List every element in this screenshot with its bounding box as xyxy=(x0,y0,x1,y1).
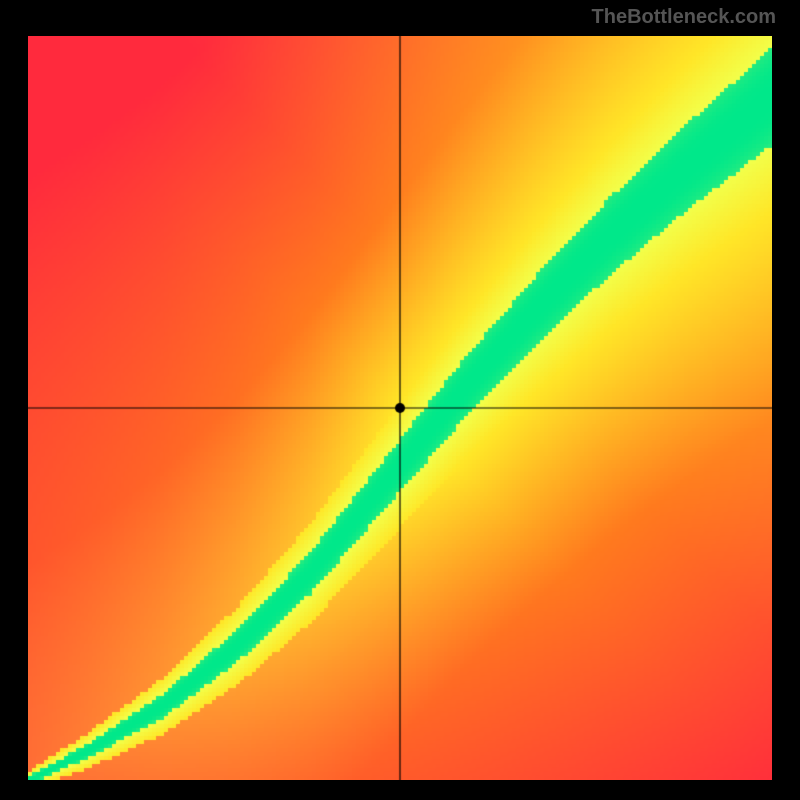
crosshair-overlay xyxy=(28,36,772,780)
plot-area xyxy=(28,36,772,780)
watermark-text: TheBottleneck.com xyxy=(592,6,776,29)
chart-frame: TheBottleneck.com xyxy=(0,0,800,800)
